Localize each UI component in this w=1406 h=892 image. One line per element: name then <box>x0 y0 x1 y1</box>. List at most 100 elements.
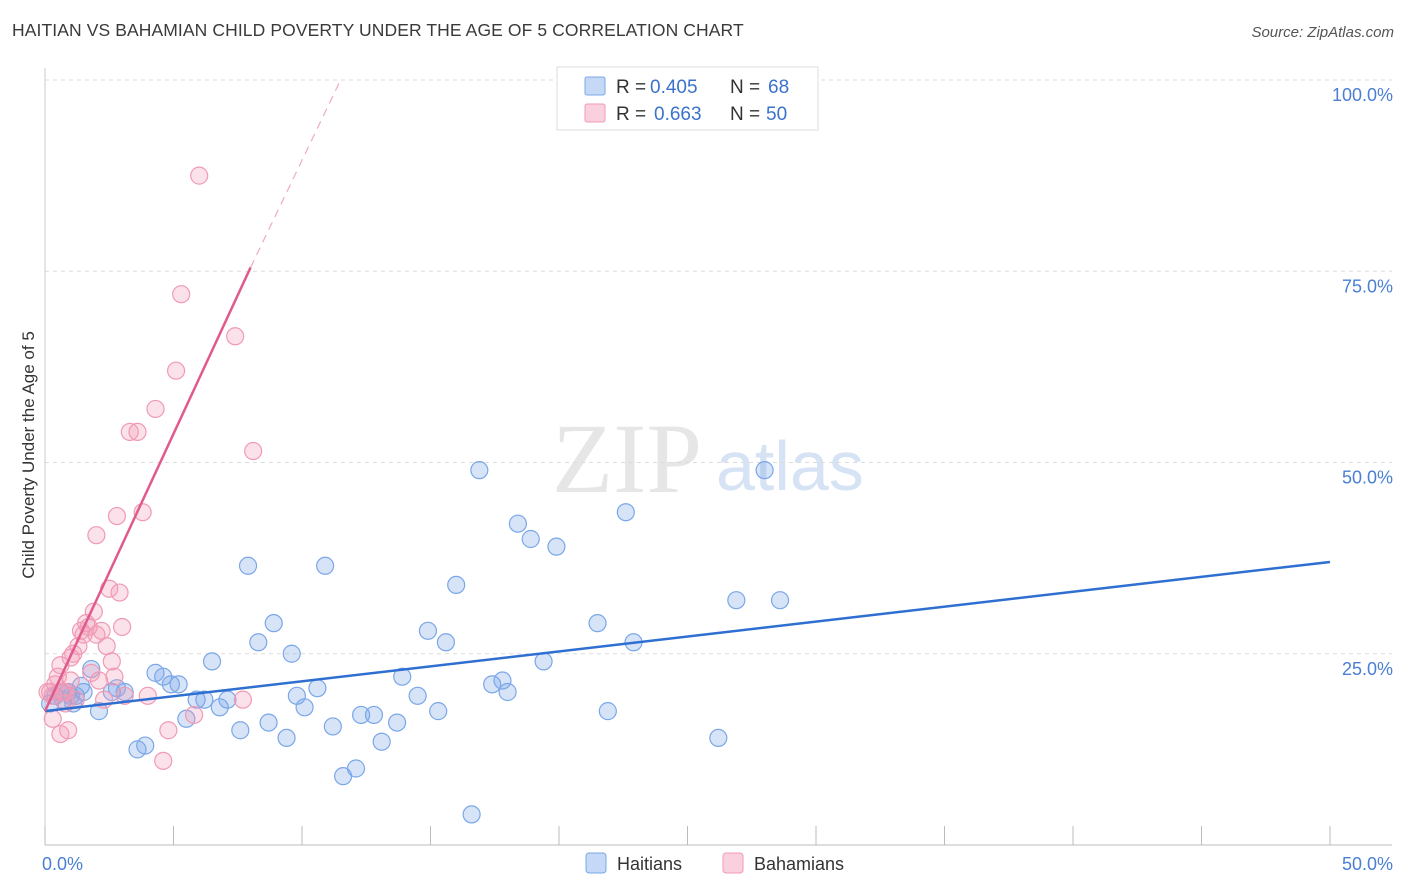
bahamian-point <box>43 709 62 728</box>
bahamian-point <box>61 671 80 690</box>
haitian-point <box>547 537 566 556</box>
haitian-point <box>393 667 412 686</box>
bahamian-point <box>226 327 245 346</box>
haitian-point <box>493 671 512 690</box>
legend-swatch-haitians <box>584 76 606 96</box>
bahamian-point <box>56 682 75 702</box>
series-legend: Haitians Bahamians <box>585 852 844 874</box>
bahamian-point <box>89 671 109 690</box>
haitian-point <box>429 702 448 721</box>
haitian-point <box>282 644 301 663</box>
haitian-point <box>89 702 109 721</box>
haitian-point <box>308 679 327 698</box>
legend-swatch-haitians <box>585 852 607 874</box>
haitian-point <box>372 732 391 751</box>
y-tick-label: 75.0% <box>1342 276 1393 296</box>
bahamian-point <box>92 621 111 640</box>
haitian-point <box>187 690 206 709</box>
correlation-legend: R = 0.405 N = 68 R = 0.663 N = 50 <box>556 66 819 131</box>
legend-r-label: R = <box>616 77 646 98</box>
haitian-point <box>352 705 371 725</box>
legend-swatch-bahamians <box>584 103 606 123</box>
haitian-point <box>231 721 250 740</box>
haitian-point <box>616 503 635 522</box>
legend-swatch-bahamians <box>722 852 744 874</box>
bahamian-trend-extension <box>250 79 342 268</box>
haitian-point <box>316 556 335 575</box>
haitian-point <box>727 591 746 610</box>
haitian-point <box>161 675 181 694</box>
haitian-point <box>346 759 366 778</box>
source-label: Source: ZipAtlas.com <box>1251 24 1394 41</box>
legend-label-bahamians: Bahamians <box>754 854 844 874</box>
haitian-point <box>277 728 296 748</box>
bahamian-point <box>110 583 129 602</box>
bahamian-point <box>97 636 116 656</box>
legend-r-label: R = <box>616 104 646 125</box>
bahamian-point <box>59 721 78 740</box>
bahamian-point <box>154 751 173 770</box>
haitian-point <box>588 614 607 633</box>
y-tick-label: 25.0% <box>1342 659 1393 679</box>
haitian-point <box>218 690 237 709</box>
legend-n-label: N = <box>730 104 760 125</box>
bahamian-point <box>138 686 157 705</box>
haitian-point <box>259 713 278 732</box>
bahamian-point <box>146 399 165 419</box>
haitian-point <box>436 633 456 652</box>
haitian-point <box>210 698 229 717</box>
bahamian-point <box>102 652 121 671</box>
haitian-point <box>136 736 155 755</box>
axes <box>44 68 1392 846</box>
bahamian-point <box>190 166 209 185</box>
haitian-point <box>598 702 617 721</box>
haitian-point <box>755 461 774 480</box>
haitian-point <box>483 675 502 694</box>
haitian-point <box>534 652 553 671</box>
bahamian-point <box>105 667 124 686</box>
y-tick-label: 100.0% <box>1332 85 1393 105</box>
haitian-point <box>249 633 268 652</box>
bahamian-point <box>233 690 252 709</box>
x-tick-labels: 0.0% 50.0% <box>42 854 1393 874</box>
haitian-point <box>447 575 466 595</box>
legend-r-value-haitians: 0.405 <box>650 77 698 98</box>
haitian-point <box>238 556 258 575</box>
bahamian-trend-line <box>43 266 252 712</box>
legend-n-label: N = <box>730 77 760 98</box>
haitian-point <box>770 591 790 610</box>
haitian-point <box>709 728 728 748</box>
haitian-point <box>323 717 342 736</box>
haitian-point <box>264 614 283 633</box>
legend-r-value-bahamians: 0.663 <box>654 104 702 125</box>
legend-n-value-haitians: 68 <box>768 77 789 98</box>
y-axis-title: Child Poverty Under the Age of 5 <box>19 331 38 579</box>
bahamian-point <box>82 663 101 682</box>
haitian-point <box>295 698 314 717</box>
haitian-trend-line <box>44 560 1331 713</box>
haitian-point <box>418 621 438 640</box>
bahamian-point <box>172 285 191 304</box>
points-layer <box>38 166 790 824</box>
legend-n-value-bahamians: 50 <box>766 104 787 125</box>
haitian-point <box>195 690 214 709</box>
legend-label-haitians: Haitians <box>617 854 682 874</box>
bahamian-point <box>159 721 178 740</box>
haitian-point <box>387 713 407 732</box>
bahamian-point <box>128 422 147 441</box>
haitian-point <box>470 461 489 480</box>
haitian-point <box>154 667 173 686</box>
gridlines <box>45 79 1392 655</box>
bahamian-point <box>166 361 186 380</box>
haitian-point <box>364 705 384 725</box>
watermark-atlas: atlas <box>716 427 864 505</box>
haitian-point <box>508 514 527 533</box>
haitian-point <box>521 529 540 549</box>
haitian-point <box>498 682 517 702</box>
haitian-point <box>169 675 188 694</box>
bahamian-point <box>87 526 106 545</box>
trend-layer <box>43 79 1331 713</box>
haitian-point <box>74 682 93 702</box>
bahamian-point <box>244 441 263 461</box>
